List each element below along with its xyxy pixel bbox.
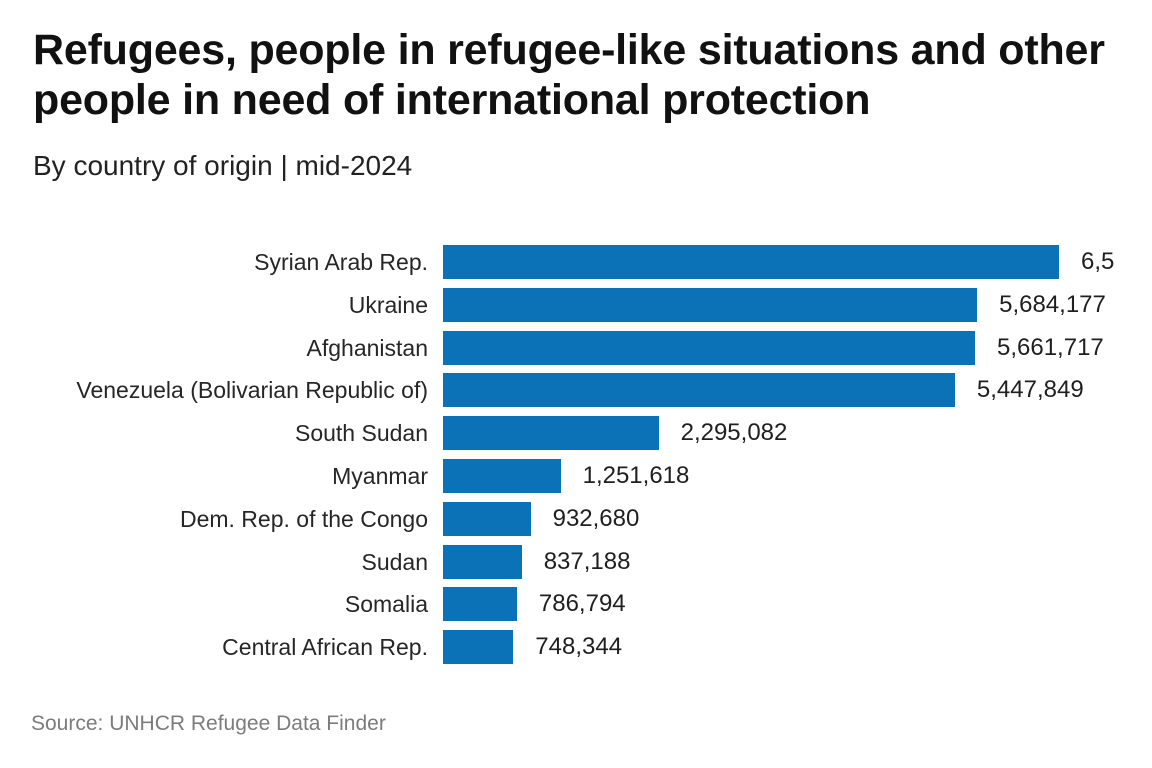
bar [443, 458, 561, 493]
bar-plot: Syrian Arab Rep. 6,5 Ukraine 5,684,177 A… [0, 245, 1152, 665]
category-label: Venezuela (Bolivarian Republic of) [76, 377, 428, 404]
bar-row: Venezuela (Bolivarian Republic of) 5,447… [0, 373, 1152, 408]
value-label: 786,794 [538, 590, 626, 618]
category-label: Afghanistan [306, 334, 428, 361]
bar-row: Myanmar 1,251,618 [0, 458, 1152, 493]
bar [443, 630, 514, 665]
bar [443, 416, 659, 451]
category-label: Somalia [344, 591, 428, 618]
category-label: Ukraine [348, 291, 428, 318]
bar [443, 287, 978, 322]
bar-row: Central African Rep. 748,344 [0, 630, 1152, 665]
bar-row: Sudan 837,188 [0, 544, 1152, 579]
value-label: 2,295,082 [680, 419, 788, 447]
bar-row: Ukraine 5,684,177 [0, 287, 1152, 322]
value-label: 837,188 [543, 547, 631, 575]
value-label: 1,251,618 [582, 461, 690, 489]
bar [443, 501, 531, 536]
bar-row: South Sudan 2,295,082 [0, 416, 1152, 451]
bar-row: Somalia 786,794 [0, 587, 1152, 622]
chart-title: Refugees, people in refugee-like situati… [33, 26, 1105, 124]
bar-row: Syrian Arab Rep. 6,5 [0, 245, 1152, 279]
value-label: 6,5 [1081, 248, 1115, 275]
category-label: Dem. Rep. of the Congo [179, 505, 428, 532]
category-label: Central African Rep. [222, 634, 428, 661]
source-caption: Source: UNHCR Refugee Data Finder [31, 712, 386, 735]
bar [443, 587, 517, 622]
bar [443, 330, 975, 365]
bar [443, 245, 1059, 279]
value-label: 748,344 [535, 633, 623, 661]
bar-row: Afghanistan 5,661,717 [0, 330, 1152, 365]
bar [443, 373, 955, 408]
value-label: 5,684,177 [999, 290, 1106, 318]
category-label: Myanmar [332, 462, 428, 489]
value-label: 5,447,849 [976, 376, 1084, 404]
category-label: South Sudan [294, 420, 428, 447]
category-label: Sudan [361, 548, 428, 575]
bar-row: Dem. Rep. of the Congo 932,680 [0, 501, 1152, 536]
value-label: 932,680 [552, 504, 640, 532]
chart-subtitle: By country of origin | mid-2024 [33, 150, 413, 181]
value-label: 5,661,717 [997, 333, 1104, 361]
bar [443, 544, 522, 579]
category-label: Syrian Arab Rep. [254, 249, 428, 275]
